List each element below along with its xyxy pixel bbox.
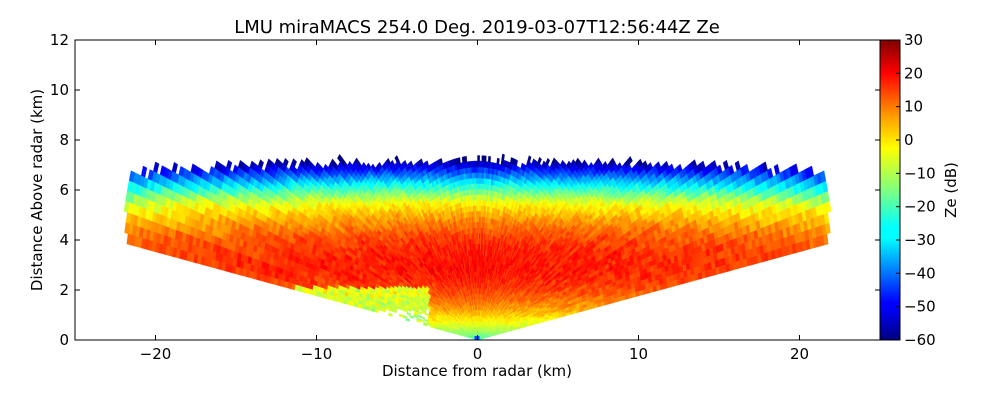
radar-gate: [473, 171, 476, 179]
radar-gate: [792, 163, 799, 176]
radar-gate: [477, 193, 480, 201]
radar-gate: [481, 171, 484, 179]
radar-gate: [479, 171, 482, 179]
radar-gate: [475, 160, 478, 168]
radar-gate: [477, 226, 480, 234]
radar-gate: [479, 182, 482, 190]
radar-gate: [767, 167, 774, 179]
chart-title: LMU miraMACS 254.0 Deg. 2019-03-07T12:56…: [234, 17, 720, 38]
radar-gate: [761, 161, 768, 173]
radar-gate: [478, 188, 482, 195]
radar-gate: [527, 155, 532, 163]
radar-gate: [481, 155, 485, 163]
radar-gate: [477, 182, 480, 190]
radar-gate: [480, 188, 484, 195]
radar-gate: [487, 156, 491, 163]
radar-gate: [475, 166, 478, 173]
radar-gate: [473, 177, 476, 184]
radar-reflectivity-field: [123, 153, 832, 340]
radar-gate: [475, 171, 478, 179]
radar-gate: [479, 160, 483, 168]
radar-gate: [477, 199, 480, 206]
radar-gate: [479, 166, 482, 173]
radar-gate: [473, 188, 477, 195]
radar-gate: [477, 160, 480, 168]
radar-gate: [461, 156, 465, 164]
radar-gate: [722, 159, 729, 171]
radar-gate: [477, 155, 480, 162]
radar-gate: [728, 164, 735, 176]
radar-gate: [481, 177, 484, 184]
radar-gate: [716, 164, 723, 175]
radar-gate: [475, 177, 478, 184]
radar-gate: [479, 177, 482, 184]
radar-gate: [477, 166, 480, 173]
radar-gate: [477, 177, 480, 184]
radar-gate: [477, 204, 480, 212]
radar-gate: [477, 215, 480, 223]
radar-gate: [743, 163, 750, 175]
radar-gate: [477, 188, 480, 195]
radar-gate: [501, 153, 505, 161]
radar-gate: [477, 171, 480, 179]
radar-gate: [496, 157, 500, 165]
radar-gate: [807, 165, 815, 178]
radar-gate: [711, 159, 718, 171]
radar-gate: [477, 221, 480, 228]
radar-gate: [537, 156, 542, 165]
radar-gate: [734, 160, 741, 172]
radar-gate: [773, 163, 780, 176]
radar-gate: [477, 210, 480, 217]
radar-gate: [820, 170, 827, 183]
